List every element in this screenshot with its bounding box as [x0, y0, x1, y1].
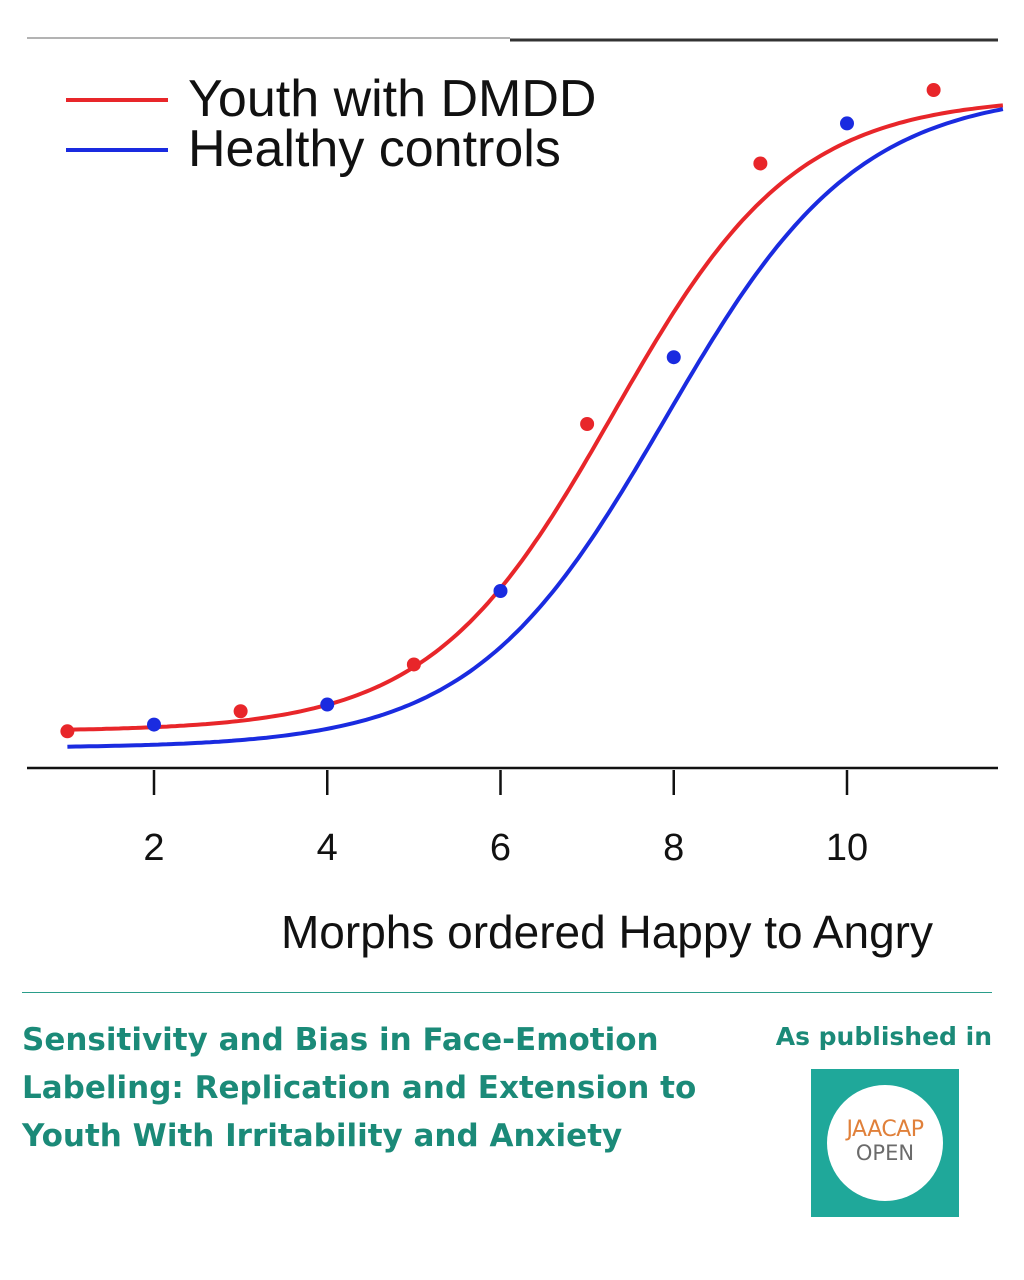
data-point-series-2: [147, 717, 161, 732]
data-point-series-2: [493, 584, 508, 598]
data-point-series-1: [580, 417, 595, 431]
series-curve-1: [67, 103, 1004, 732]
data-point-series-2: [840, 116, 854, 131]
journal-logo[interactable]: JAACAP OPEN: [811, 1069, 959, 1217]
series-points: [60, 83, 941, 739]
data-point-series-1: [926, 83, 941, 97]
data-point-series-1: [753, 156, 768, 171]
x-axis-ticks: 2 4 6 8 10: [143, 770, 868, 869]
published-in-label: As published in: [775, 1022, 992, 1051]
journal-logo-circle: JAACAP OPEN: [827, 1085, 943, 1201]
data-point-series-2: [320, 697, 335, 712]
data-point-series-1: [60, 724, 75, 739]
x-tick-label: 8: [663, 827, 684, 869]
journal-logo-subname: OPEN: [855, 1141, 915, 1165]
data-point-series-2: [666, 350, 681, 365]
x-axis-label: Morphs ordered Happy to Angry: [281, 906, 933, 958]
data-point-series-1: [233, 704, 248, 719]
series-curves: [67, 103, 1004, 749]
data-point-series-1: [406, 657, 421, 672]
series-curve-2: [67, 107, 1004, 749]
x-tick-label: 2: [143, 827, 164, 869]
x-tick-label: 10: [826, 827, 868, 869]
legend-label: Healthy controls: [188, 120, 561, 178]
journal-logo-name: JAACAP: [846, 1117, 924, 1142]
x-tick-label: 6: [490, 827, 511, 869]
article-title: Sensitivity and Bias in Face-Emotion Lab…: [22, 1022, 697, 1154]
x-tick-label: 4: [317, 827, 338, 869]
legend-label: Youth with DMDD: [188, 70, 596, 128]
divider: [22, 992, 992, 993]
